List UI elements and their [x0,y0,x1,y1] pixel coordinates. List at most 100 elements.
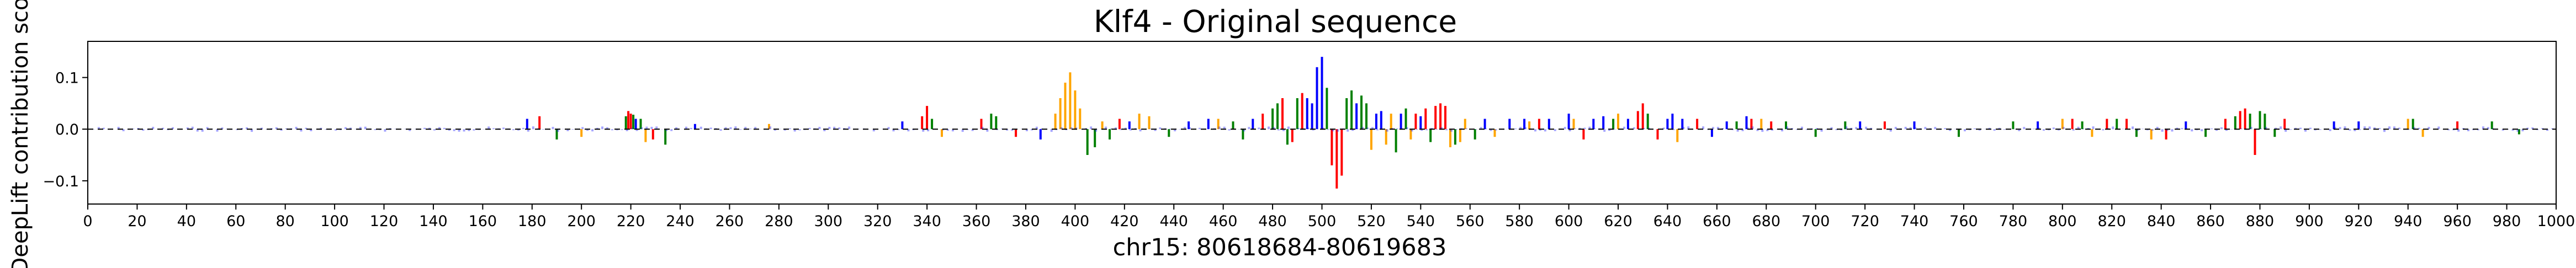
contribution-bar-546 [1434,106,1437,130]
x-axis-label: chr15: 80618684-80619683 [1113,234,1447,261]
contribution-bar-221 [632,115,635,130]
x-tick-label: 380 [1011,213,1040,230]
contribution-bar-512 [1350,90,1353,130]
x-tick-label: 500 [1308,213,1337,230]
y-axis-ticks: −0.1 0.0 0.1 [43,70,88,190]
contribution-bar-668 [1735,121,1738,130]
contribution-bar-620 [1617,114,1619,130]
contribution-bar-342 [931,119,934,130]
contribution-bar-548 [1439,103,1442,130]
contribution-bar-178 [526,119,528,130]
contribution-bar-458 [1217,119,1220,130]
contribution-bar-606 [1582,129,1585,140]
contribution-bar-780 [2012,121,2015,130]
contribution-bar-558 [1464,119,1466,130]
contribution-bar-618 [1612,119,1615,130]
contribution-bar-942 [2411,119,2414,130]
contribution-bar-920 [2357,121,2360,130]
contribution-bar-498 [1316,67,1318,130]
contribution-bar-218 [624,116,627,130]
contribution-bar-718 [1859,121,1862,130]
contribution-bar-646 [1681,119,1684,130]
x-tick-label: 0 [83,213,92,230]
x-tick-label: 100 [320,213,349,230]
contribution-bar-658 [1710,129,1713,137]
x-tick-label: 800 [2048,213,2077,230]
contribution-bars [526,57,2520,189]
contribution-bar-614 [1602,116,1605,130]
contribution-bar-506 [1335,129,1338,189]
contribution-bar-490 [1296,98,1298,130]
contribution-bar-494 [1306,98,1308,130]
contribution-bar-682 [1770,121,1773,130]
contribution-bar-536 [1409,129,1412,140]
chart-title: Klf4 - Original sequence [1094,4,1457,39]
contribution-bar-790 [2037,121,2039,130]
contribution-bar-636 [1656,129,1659,140]
x-tick-label: 840 [2147,213,2176,230]
contribution-bar-411 [1101,121,1104,130]
contribution-bar-468 [1242,129,1244,140]
contribution-bar-640 [1666,119,1669,130]
x-tick-label: 880 [2246,213,2275,230]
contribution-bar-870 [2234,116,2236,130]
contribution-bar-362 [980,119,983,130]
y-tick-label: 0.0 [55,121,79,138]
contribution-bar-540 [1419,116,1422,130]
x-tick-label: 920 [2345,213,2373,230]
contribution-bar-408 [1094,129,1096,147]
contribution-bar-678 [1760,119,1763,130]
contribution-bar-482 [1276,103,1279,130]
contribution-bar-426 [1138,114,1141,130]
contribution-bar-946 [2421,129,2424,137]
contribution-bar-630 [1641,103,1644,130]
contribution-bar-516 [1360,95,1363,130]
contribution-bar-700 [1814,129,1817,137]
x-tick-label: 300 [814,213,843,230]
x-tick-label: 60 [226,213,245,230]
contribution-bar-508 [1340,129,1343,176]
contribution-bar-472 [1252,119,1254,130]
contribution-bar-940 [2407,119,2409,130]
contribution-bar-530 [1395,129,1397,153]
contribution-bar-830 [2135,129,2138,137]
contribution-bar-872 [2239,111,2241,130]
contribution-bar-592 [1547,119,1550,130]
contribution-bar-222 [634,119,637,130]
x-tick-label: 900 [2295,213,2324,230]
x-tick-label: 180 [518,213,547,230]
contribution-bar-538 [1414,114,1417,130]
contribution-bar-582 [1523,119,1526,130]
contribution-bar-644 [1676,129,1679,142]
x-tick-label: 600 [1555,213,1583,230]
contribution-bar-550 [1444,106,1446,130]
contribution-bar-858 [2204,129,2207,137]
x-tick-label: 720 [1851,213,1879,230]
contribution-bar-818 [2106,119,2108,130]
contribution-bar-600 [1567,114,1570,130]
x-tick-label: 120 [370,213,399,230]
contribution-bar-430 [1148,116,1151,130]
contribution-bar-480 [1271,108,1274,130]
contribution-bar-330 [901,121,904,130]
x-tick-label: 400 [1061,213,1090,230]
contribution-bar-960 [2456,121,2459,130]
contribution-bar-405 [1086,129,1089,155]
contribution-bar-486 [1286,129,1289,145]
contribution-bar-812 [2091,129,2093,137]
contribution-bar-866 [2224,119,2227,130]
contribution-bar-566 [1483,119,1486,130]
contribution-bar-974 [2490,121,2493,130]
contribution-bar-570 [1493,129,1496,137]
contribution-bar-402 [1079,108,1082,130]
contribution-bar-526 [1385,129,1387,145]
x-tick-label: 40 [177,213,196,230]
contribution-bar-688 [1785,121,1787,130]
contribution-bar-664 [1725,121,1728,130]
x-tick-label: 620 [1604,213,1632,230]
contribution-bar-422 [1128,121,1131,130]
x-tick-label: 540 [1407,213,1435,230]
contribution-bar-886 [2273,129,2276,137]
contribution-bar-556 [1459,129,1461,142]
x-tick-label: 360 [962,213,991,230]
